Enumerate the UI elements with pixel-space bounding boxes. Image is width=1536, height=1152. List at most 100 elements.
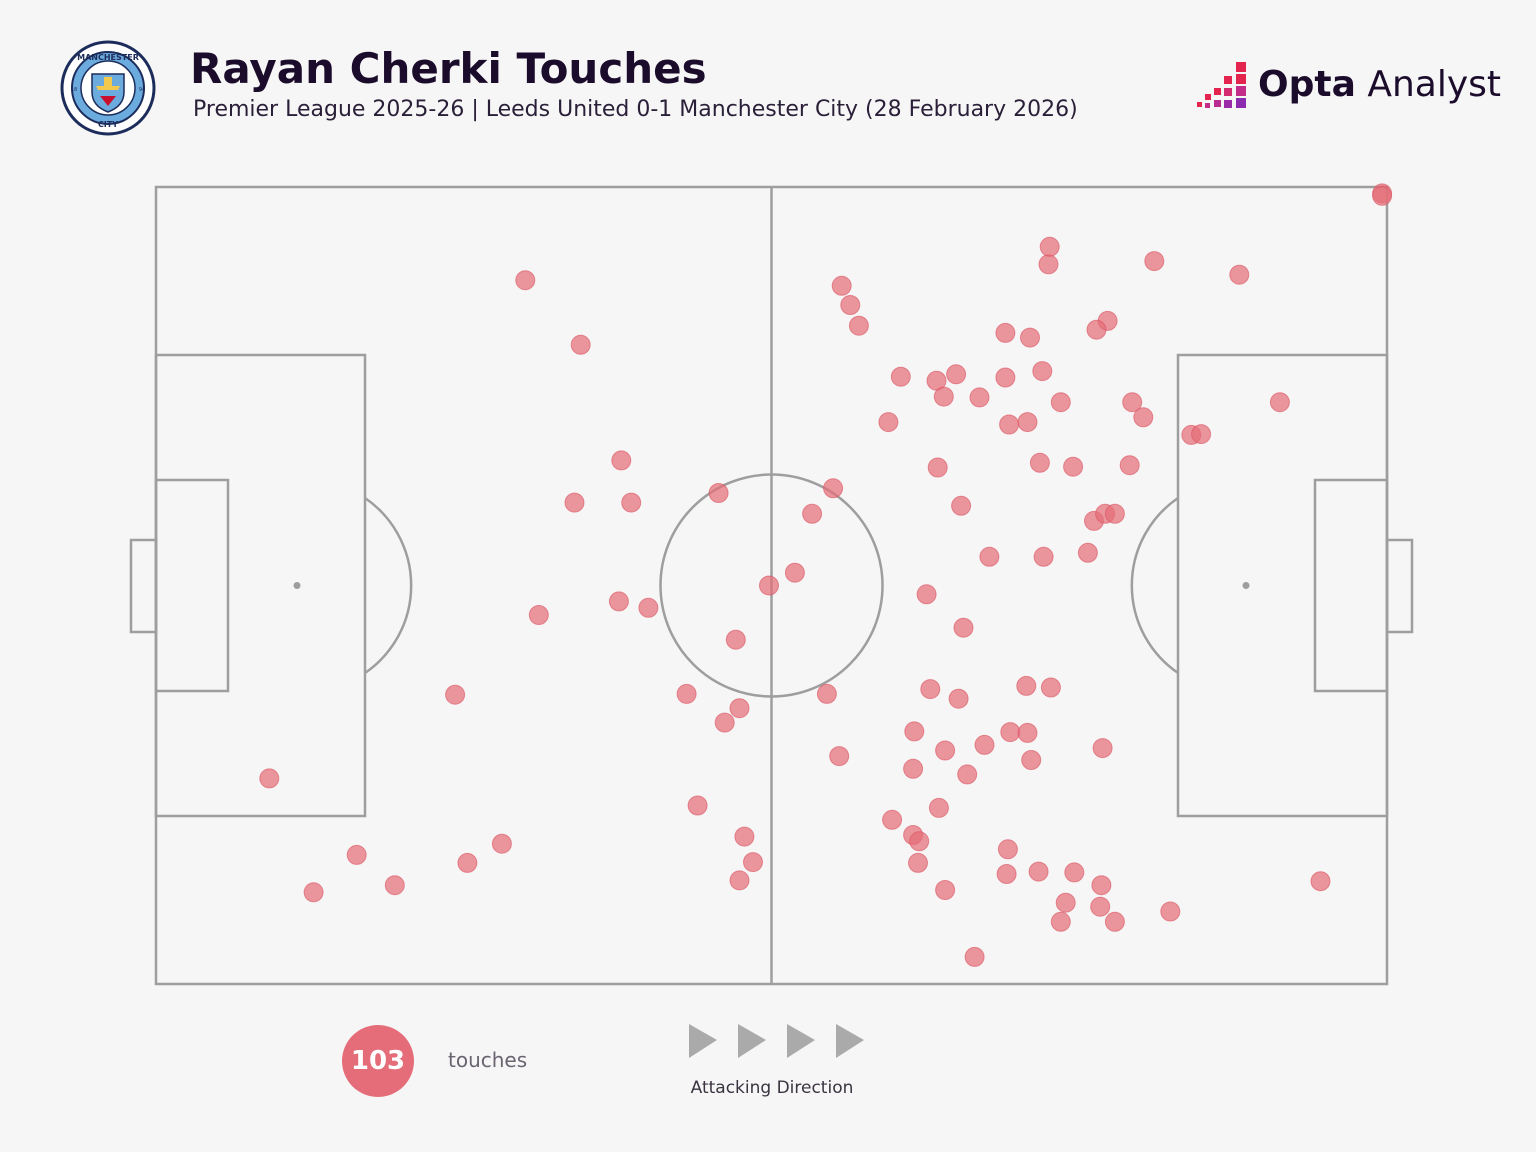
opta-analyst-wordmark: Opta Analyst [1258, 64, 1501, 105]
touch-point [1269, 392, 1290, 413]
touch-point [570, 334, 591, 355]
touch-point [611, 450, 632, 471]
right-goal [1385, 538, 1414, 634]
touch-point [916, 584, 937, 605]
touch-point [1122, 392, 1143, 413]
crest-year-right: 94 [139, 87, 145, 93]
touch-point [1055, 892, 1076, 913]
touch-point [1144, 251, 1165, 272]
touch-point [802, 503, 823, 524]
touch-point [1020, 327, 1040, 348]
touch-point [1050, 911, 1071, 932]
manchester-city-crest-icon: MANCHESTER CITY 18 94 [60, 40, 156, 136]
touch-point [878, 412, 899, 433]
touch-point [1050, 392, 1071, 413]
touch-point [903, 758, 924, 779]
touch-point [1029, 452, 1050, 473]
touch-point [1064, 862, 1085, 883]
touch-count-badge: 103 [342, 1025, 414, 1097]
touch-point [346, 844, 367, 865]
attacking-direction-arrows [689, 1024, 864, 1058]
touch-point [957, 764, 978, 785]
touch-point [1040, 677, 1061, 698]
pitch-markings [129, 185, 1414, 986]
touch-point [999, 414, 1020, 435]
touch-point [909, 831, 930, 852]
touch-point [729, 870, 750, 891]
touch-point [1372, 185, 1393, 206]
touch-point [1021, 750, 1042, 770]
touch-point [1063, 456, 1084, 477]
touch-point [528, 605, 549, 625]
page-title: Rayan Cherki Touches [190, 44, 707, 93]
touch-point [1032, 361, 1053, 382]
touch-point [927, 457, 948, 478]
touch-point [935, 740, 956, 761]
touch-point [1038, 254, 1059, 275]
opta-pixel-icon [1197, 62, 1246, 108]
opta-analyst-logo: Opta Analyst [1196, 58, 1501, 114]
touch-point [996, 864, 1017, 884]
left-penalty-arc [364, 496, 413, 675]
touch-point [515, 270, 536, 291]
crest-top-text: MANCHESTER [77, 53, 139, 62]
touch-point [948, 688, 969, 709]
touch-count-label: touches [448, 1048, 528, 1072]
attacking-direction-label: Attacking Direction [690, 1078, 854, 1098]
touch-points [259, 183, 1393, 967]
touch-point [1229, 264, 1250, 285]
touch-point [995, 322, 1016, 343]
touch-point [445, 684, 466, 705]
touch-point [1191, 424, 1212, 445]
touch-point [457, 852, 478, 873]
right-penalty-arc [1130, 496, 1179, 675]
touch-point [904, 721, 925, 742]
play-arrow-icon [689, 1024, 717, 1058]
brand-name-bold: Opta [1258, 64, 1356, 105]
touch-point [920, 679, 941, 700]
touch-point [759, 575, 779, 596]
touch-point [676, 683, 697, 704]
touch-point [1028, 861, 1049, 882]
touch-point [743, 852, 763, 873]
left-penalty-area [154, 353, 367, 818]
touch-point [1039, 236, 1060, 257]
touch-point [969, 387, 990, 408]
left-penalty-spot [293, 582, 301, 589]
right-six-yard-box [1313, 478, 1389, 693]
play-arrow-icon [787, 1024, 815, 1058]
touch-point [995, 367, 1016, 388]
touch-point [928, 797, 949, 818]
touch-point [979, 546, 1000, 567]
touch-point [997, 839, 1018, 860]
right-penalty-area [1176, 353, 1389, 818]
touch-point [1090, 896, 1111, 917]
touch-point [1017, 722, 1038, 743]
touch-point [1160, 901, 1181, 922]
touch-point [935, 880, 956, 900]
touch-point [933, 386, 954, 407]
touch-point [882, 809, 903, 830]
touch-point [608, 591, 629, 612]
touch-point [303, 882, 324, 903]
touch-point [1104, 503, 1125, 524]
touch-point [491, 833, 512, 854]
touch-point [1133, 407, 1154, 428]
touch-point [621, 492, 642, 513]
touch-point [816, 683, 837, 704]
touch-point [564, 492, 585, 513]
touch-point [890, 366, 911, 387]
touch-point [1033, 546, 1054, 567]
touch-point [714, 712, 735, 733]
touch-point [1086, 319, 1107, 340]
crest-bottom-text: CITY [98, 120, 118, 129]
touch-point [831, 275, 852, 296]
play-arrow-icon [738, 1024, 766, 1058]
touch-point [638, 597, 659, 618]
left-six-yard-box [154, 478, 230, 693]
touch-point [1017, 412, 1038, 433]
touch-point [725, 629, 746, 650]
touch-point [1016, 675, 1037, 696]
crest-year-left: 18 [71, 87, 77, 93]
